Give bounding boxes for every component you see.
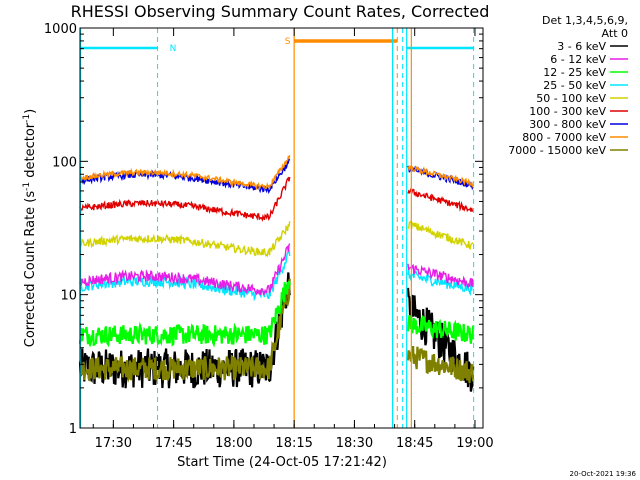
series-line-post [407, 270, 474, 297]
x-tick-label: 18:00 [215, 436, 252, 451]
chart-title: RHESSI Observing Summary Count Rates, Co… [71, 2, 490, 21]
flag-label-s: S [285, 37, 291, 47]
x-tick-label: 18:30 [336, 436, 373, 451]
series-50-100-kev [79, 219, 474, 258]
series-100-300-kev [79, 176, 474, 222]
legend-label: 3 - 6 keV [557, 40, 606, 53]
series-6-12-kev [79, 243, 474, 296]
legend-label: 800 - 7000 keV [522, 131, 606, 144]
series-line-post [407, 219, 474, 250]
y-axis-label-end: ) [23, 109, 38, 114]
legend-header-line2: Att 0 [602, 27, 628, 40]
legend-label: 100 - 300 keV [529, 105, 606, 118]
series-7000-15000-kev [78, 278, 475, 384]
y-axis-label-main: Corrected Count Rate (s [23, 191, 38, 348]
legend-item: 300 - 800 keV [529, 118, 628, 131]
legend-item: 7000 - 15000 keV [508, 144, 628, 157]
y-axis-label-sup2: -1 [22, 114, 32, 123]
series-800-7000-kev [79, 155, 474, 191]
legend-item: 50 - 100 keV [536, 92, 628, 105]
series-line-pre [78, 278, 291, 383]
x-tick-label: 17:30 [95, 436, 132, 451]
legend-item: 25 - 50 keV [543, 79, 628, 92]
y-axis-label: Corrected Count Rate (s-1 detector-1) [22, 109, 38, 347]
y-tick-label: 1 [69, 422, 77, 437]
y-tick-label: 10 [60, 289, 77, 304]
y-tick-label: 1000 [44, 22, 77, 37]
legend-label: 50 - 100 keV [536, 92, 606, 105]
series-line-post [407, 164, 474, 189]
legend-label: 7000 - 15000 keV [508, 144, 606, 157]
y-axis-label-mid: detector [23, 122, 38, 182]
series-12-25-kev [78, 280, 475, 348]
x-tick-label: 19:00 [456, 436, 493, 451]
series-line-pre [79, 248, 291, 302]
axis-ticks: 17:30 17:45 18:00 18:15 18:30 18:45 19:00 1 10 10… [44, 22, 494, 451]
y-tick-label: 100 [52, 155, 77, 170]
legend-label: 6 - 12 keV [550, 53, 606, 66]
series-line-post [407, 186, 474, 213]
plot-area: NS [78, 28, 475, 428]
series-line-post [406, 345, 475, 384]
x-tick-label: 17:45 [155, 436, 192, 451]
series-line-pre [79, 176, 291, 222]
legend-header-line1: Det 1,3,4,5,6,9, [542, 14, 628, 27]
x-tick-label: 18:45 [396, 436, 433, 451]
legend-label: 25 - 50 keV [543, 79, 606, 92]
series-line-pre [79, 221, 291, 258]
legend-item: 6 - 12 keV [550, 53, 628, 66]
y-axis-label-sup1: -1 [22, 182, 32, 191]
legend-item: 100 - 300 keV [529, 105, 628, 118]
legend-item: 12 - 25 keV [543, 66, 628, 79]
series-25-50-kev [79, 248, 474, 302]
legend-item: 800 - 7000 keV [522, 131, 628, 144]
footer-timestamp: 20-Oct-2021 19:36 [570, 470, 637, 478]
series-line-pre [78, 280, 291, 348]
x-axis-label: Start Time (24-Oct-05 17:21:42) [177, 455, 387, 470]
series-line-pre [79, 243, 291, 296]
legend-label: 300 - 800 keV [529, 118, 606, 131]
series-line-post [406, 315, 475, 344]
series-line-post [407, 263, 474, 289]
legend-item: 3 - 6 keV [557, 40, 628, 53]
series-line-pre [79, 155, 291, 191]
x-tick-label: 18:15 [275, 436, 312, 451]
legend-label: 12 - 25 keV [543, 66, 606, 79]
plot-frame [79, 27, 484, 429]
flag-label-n: N [170, 44, 177, 54]
